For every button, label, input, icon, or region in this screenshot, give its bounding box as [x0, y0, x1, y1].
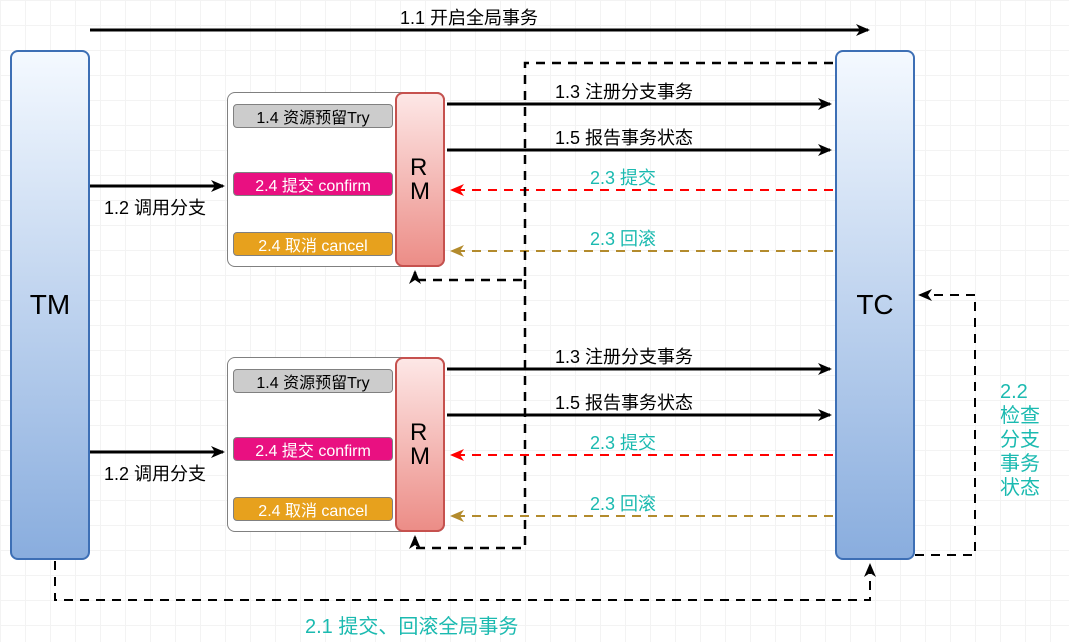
pill-cancel-1: 2.4 取消 cancel — [233, 232, 393, 256]
node-rm-2: R M — [395, 357, 445, 532]
pill-confirm-1-text: 2.4 提交 confirm — [255, 172, 371, 196]
label-2-3-rollback-2: 2.3 回滚 — [590, 490, 656, 516]
pill-cancel-2-text: 2.4 取消 cancel — [258, 497, 367, 521]
diagram-canvas: TM TC R M R M 1.4 资源预留Try 2.4 提交 confirm… — [0, 0, 1069, 642]
node-rm-1: R M — [395, 92, 445, 267]
label-1-3b: 1.3 注册分支事务 — [555, 343, 693, 369]
label-2-2: 2.2 检查 分支 事务 状态 — [1000, 380, 1022, 500]
pill-cancel-1-text: 2.4 取消 cancel — [258, 232, 367, 256]
label-2-3-rollback-1: 2.3 回滚 — [590, 225, 656, 251]
label-2-3-commit-2: 2.3 提交 — [590, 429, 656, 455]
pill-cancel-2: 2.4 取消 cancel — [233, 497, 393, 521]
pill-confirm-2: 2.4 提交 confirm — [233, 437, 393, 461]
pill-try-1-text: 1.4 资源预留Try — [256, 104, 369, 128]
node-tm-label: TM — [30, 289, 70, 321]
pill-confirm-1: 2.4 提交 confirm — [233, 172, 393, 196]
node-rm-2-label: R M — [410, 421, 430, 469]
label-1-5b: 1.5 报告事务状态 — [555, 389, 693, 415]
pill-confirm-2-text: 2.4 提交 confirm — [255, 437, 371, 461]
node-tc: TC — [835, 50, 915, 560]
label-2-3-commit-1: 2.3 提交 — [590, 164, 656, 190]
label-1-2b: 1.2 调用分支 — [104, 460, 206, 486]
pill-try-1: 1.4 资源预留Try — [233, 104, 393, 128]
label-2-1: 2.1 提交、回滚全局事务 — [305, 610, 518, 639]
node-rm-1-label: R M — [410, 156, 430, 204]
label-1-5a: 1.5 报告事务状态 — [555, 124, 693, 150]
pill-try-2: 1.4 资源预留Try — [233, 369, 393, 393]
label-1-2a: 1.2 调用分支 — [104, 194, 206, 220]
node-tc-label: TC — [856, 289, 893, 321]
pill-try-2-text: 1.4 资源预留Try — [256, 369, 369, 393]
label-1-3a: 1.3 注册分支事务 — [555, 78, 693, 104]
node-tm: TM — [10, 50, 90, 560]
label-1-1: 1.1 开启全局事务 — [400, 4, 538, 30]
